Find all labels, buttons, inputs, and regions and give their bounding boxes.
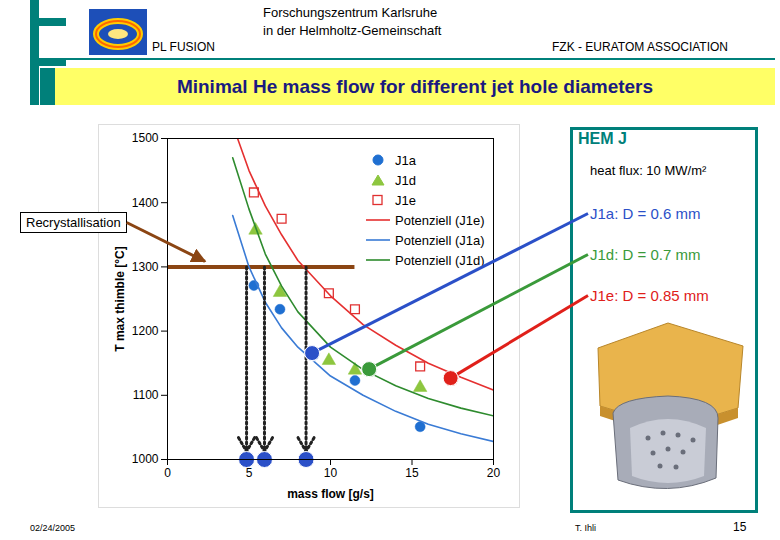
svg-text:T max thimble [°C]: T max thimble [°C] <box>113 246 127 351</box>
html-text:Forschungszentrum Karlsruhe: Forschungszentrum Karlsruhe <box>263 5 438 20</box>
svg-text:5: 5 <box>246 466 253 480</box>
svg-text:10: 10 <box>324 466 338 480</box>
html-text:T. Ihli: T. Ihli <box>575 523 596 533</box>
svg-text:1100: 1100 <box>133 388 159 402</box>
html-text:J1e: D = 0.85 mm: J1e: D = 0.85 mm <box>590 287 709 304</box>
html-text:02/24/2005: 02/24/2005 <box>30 523 75 533</box>
html-text:J1e: J1e <box>395 192 416 208</box>
html-text:Potenziell (J1d): Potenziell (J1d) <box>395 252 485 268</box>
html-text:J1a: J1a <box>395 152 416 168</box>
svg-text:mass flow [g/s]: mass flow [g/s] <box>287 487 374 501</box>
html-text:Potenziell (J1a): Potenziell (J1a) <box>395 232 485 248</box>
html-text:Recrystallisation: Recrystallisation <box>26 215 121 230</box>
svg-text:1500: 1500 <box>132 131 159 145</box>
html-text:PL FUSION: PL FUSION <box>152 40 215 54</box>
svg-text:1200: 1200 <box>132 324 159 338</box>
html-text:Potenziell (J1e): Potenziell (J1e) <box>395 212 485 228</box>
svg-text:1000: 1000 <box>132 452 159 466</box>
html-text:in der Helmholtz-Gemeinschaft: in der Helmholtz-Gemeinschaft <box>263 23 442 38</box>
svg-text:1400: 1400 <box>132 196 159 210</box>
svg-text:15: 15 <box>405 466 419 480</box>
svg-text:0: 0 <box>164 466 171 480</box>
html-text:heat flux: 10 MW/m²: heat flux: 10 MW/m² <box>590 163 707 178</box>
html-text:Minimal He mass flow for diffe: Minimal He mass flow for different jet h… <box>176 75 654 97</box>
html-text:J1d: D = 0.7 mm: J1d: D = 0.7 mm <box>590 246 701 263</box>
svg-text:20: 20 <box>487 466 501 480</box>
html-text:15: 15 <box>733 520 747 534</box>
html-text:HEM J: HEM J <box>578 130 627 147</box>
svg-text:1300: 1300 <box>132 260 159 274</box>
html-text:J1d: J1d <box>395 172 416 188</box>
html-text:J1a: D = 0.6 mm: J1a: D = 0.6 mm <box>590 205 701 222</box>
html-text:FZK - EURATOM ASSOCIATION: FZK - EURATOM ASSOCIATION <box>552 40 728 54</box>
